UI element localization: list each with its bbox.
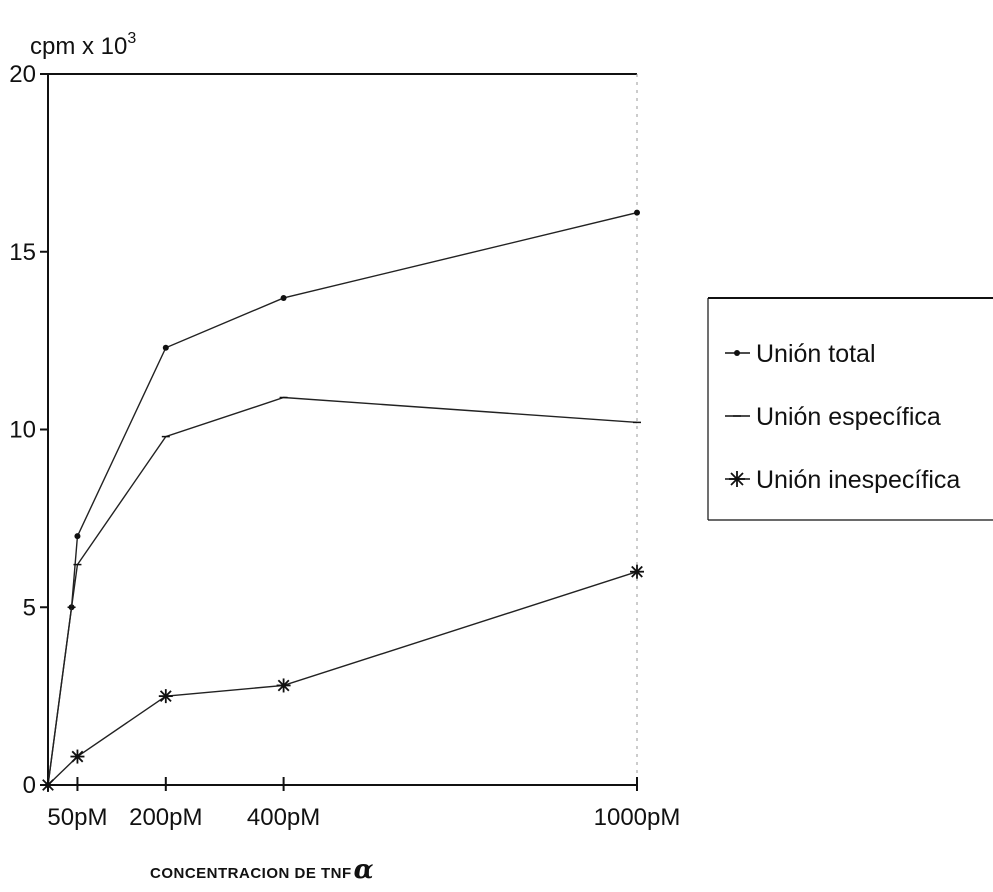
data-point [276,678,291,693]
plot-frame [47,73,638,786]
data-point [162,344,169,351]
series-dot [45,209,640,788]
data-point [729,471,745,487]
y-tick-label: 5 [23,594,36,621]
star-stroke [631,565,643,578]
legend-label: Unión específica [756,403,941,431]
data-point [74,533,81,540]
data-point [158,689,173,704]
y-tick-label: 10 [9,417,36,444]
legend-item: Unión total [725,340,876,368]
series-line [47,571,638,786]
star-stroke [730,472,744,486]
data-point [41,778,55,792]
series-layer [41,209,644,792]
x-axis-title: CONCENTRACION DE TNFα [150,855,374,885]
legend: Unión total Unión específica Unión inespec… [707,297,993,521]
x-tick-label: 200pM [129,804,202,831]
series-line [47,396,638,786]
star-stroke [71,750,84,763]
star-stroke [277,679,290,692]
x-tick-label: 1000pM [594,804,681,831]
series-line [47,211,638,786]
data-point [630,564,644,579]
legend-label: Unión total [756,340,876,368]
legend-item: Unión específica [725,403,941,431]
x-tick-label: 50pM [47,804,107,831]
y-axis-title: cpm x 103 [30,30,136,60]
star-stroke [159,690,172,703]
series-star [41,564,644,792]
series-dash [44,396,641,786]
x-axis: 50pM 200pM 400pM 1000pM [47,777,680,831]
y-tick-label: 15 [9,239,36,266]
data-point [734,350,740,356]
y-tick-label: 20 [9,61,36,88]
legend-item: Unión inespecífica [725,466,960,494]
y-tick-label: 0 [23,772,36,799]
y-axis: 0 5 10 15 20 [9,61,48,799]
star-stroke [42,779,54,791]
data-point [280,294,287,301]
data-point [70,749,85,764]
legend-label: Unión inespecífica [756,466,960,494]
x-tick-label: 400pM [247,804,320,831]
data-point [634,209,640,216]
